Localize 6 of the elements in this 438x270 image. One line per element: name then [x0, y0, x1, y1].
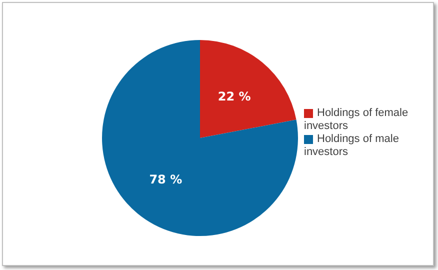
- data-label: 78 %: [149, 172, 182, 187]
- data-label: 22 %: [218, 89, 251, 104]
- pie-slice: [102, 40, 298, 236]
- legend-label: Holdings of male investors: [304, 133, 399, 158]
- legend-label: Holdings of female investors: [304, 107, 408, 132]
- pie-slice: [200, 40, 296, 138]
